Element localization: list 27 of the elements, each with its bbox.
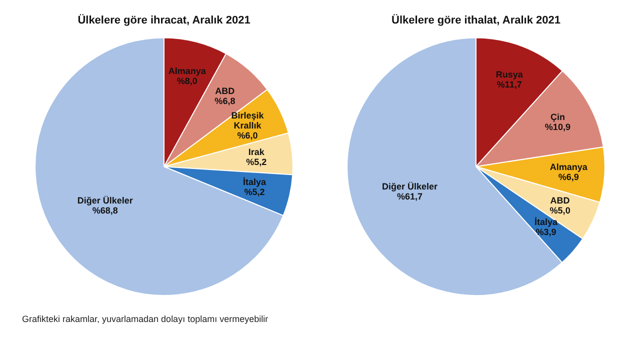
data-label: %5,2: [244, 186, 265, 197]
text: Grafikteki rakamlar, yuvarlamadan dolayı toplamı vermeyebilir: [22, 314, 270, 324]
data-label: %8,0: [176, 76, 198, 86]
data-label: %6,0: [237, 130, 258, 141]
data-label: %11,7: [496, 79, 522, 90]
data-label: %3,9: [536, 227, 556, 238]
data-label: %10,9: [544, 122, 570, 132]
slice-label: Almanya: [168, 66, 207, 76]
data-label: %6,8: [214, 96, 236, 106]
slice-label: Rusya: [496, 69, 524, 80]
slice-label: ABD: [550, 195, 570, 206]
data-label: %6,9: [558, 172, 579, 182]
slice-label: Diğer Ülkeler: [77, 196, 134, 206]
slice-label: İtalya: [534, 217, 558, 228]
chart-title: Ülkelere göre ihracat, Aralık 2021: [78, 14, 250, 27]
slice-label: Almanya: [550, 162, 588, 172]
data-label: %68,8: [92, 206, 118, 216]
slice-label: ABD: [215, 86, 236, 96]
slice-label: İtalya: [242, 176, 267, 187]
chart-title: Ülkelere göre ithalat, Aralık 2021: [392, 14, 560, 27]
data-label: %61,7: [397, 191, 423, 202]
data-label: %5,2: [246, 156, 267, 167]
data-label: %5,0: [550, 205, 570, 216]
slice-label: Diğer Ülkeler: [382, 181, 438, 192]
slice-label: Çin: [550, 112, 565, 122]
slice-label: Birleşik Krallık: [231, 110, 265, 131]
slice-label: Irak: [248, 146, 266, 157]
